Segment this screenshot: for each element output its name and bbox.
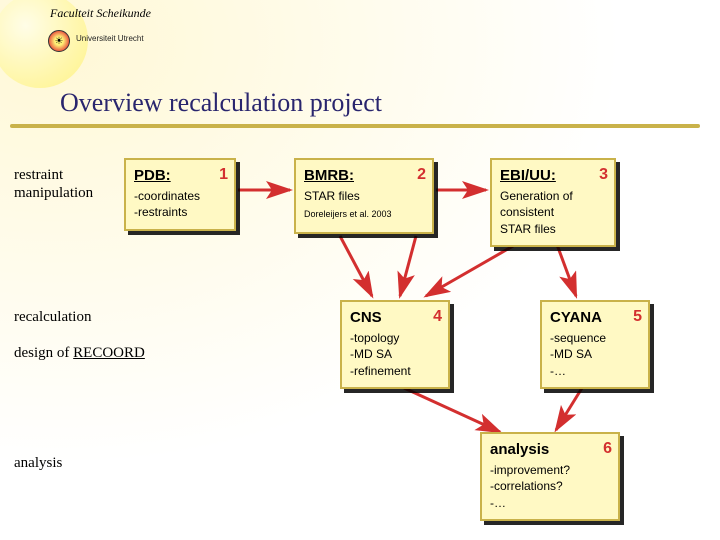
box-cyana: 5CYANA -sequence-MD SA-… — [540, 300, 650, 389]
box-number: 6 — [603, 438, 612, 460]
box-title: CNS — [350, 308, 440, 328]
box-line: -sequence — [550, 330, 640, 346]
box-line: consistent — [500, 204, 606, 220]
box-line: -correlations? — [490, 478, 610, 494]
box-line: -restraints — [134, 204, 226, 220]
university-label: Universiteit Utrecht — [76, 34, 144, 43]
box-number: 1 — [219, 164, 228, 186]
box-number: 4 — [433, 306, 442, 328]
arrow — [426, 242, 520, 296]
box-anal: 6analysis -improvement?-correlations?-… — [480, 432, 620, 521]
box-line: Generation of — [500, 188, 606, 204]
arrow — [340, 236, 372, 296]
box-line: -refinement — [350, 363, 440, 379]
arrow — [556, 388, 582, 430]
box-ebi: 3EBI/UU: Generation ofconsistentSTAR file… — [490, 158, 616, 247]
box-title: PDB: — [134, 166, 226, 186]
box-line: -topology — [350, 330, 440, 346]
box-line: -MD SA — [350, 346, 440, 362]
box-title: analysis — [490, 440, 610, 460]
box-title: BMRB: — [304, 166, 424, 186]
box-cns: 4CNS -topology-MD SA-refinement — [340, 300, 450, 389]
box-pdb: 1PDB: -coordinates-restraints — [124, 158, 236, 231]
arrow — [404, 388, 500, 432]
box-line: -… — [550, 363, 640, 379]
box-line: -MD SA — [550, 346, 640, 362]
box-number: 2 — [417, 164, 426, 186]
box-line: Doreleijers et al. 2003 — [304, 208, 424, 220]
arrow — [556, 242, 576, 296]
box-number: 5 — [633, 306, 642, 328]
box-number: 3 — [599, 164, 608, 186]
box-line: STAR files — [500, 221, 606, 237]
box-title: CYANA — [550, 308, 640, 328]
box-line: -coordinates — [134, 188, 226, 204]
box-title: EBI/UU: — [500, 166, 606, 186]
university-seal-icon: ☀ — [48, 30, 70, 52]
box-line: -… — [490, 495, 610, 511]
arrow — [400, 236, 416, 296]
box-bmrb: 2BMRB: STAR files Doreleijers et al. 2003 — [294, 158, 434, 234]
box-line: STAR files — [304, 188, 424, 204]
box-line: -improvement? — [490, 462, 610, 478]
